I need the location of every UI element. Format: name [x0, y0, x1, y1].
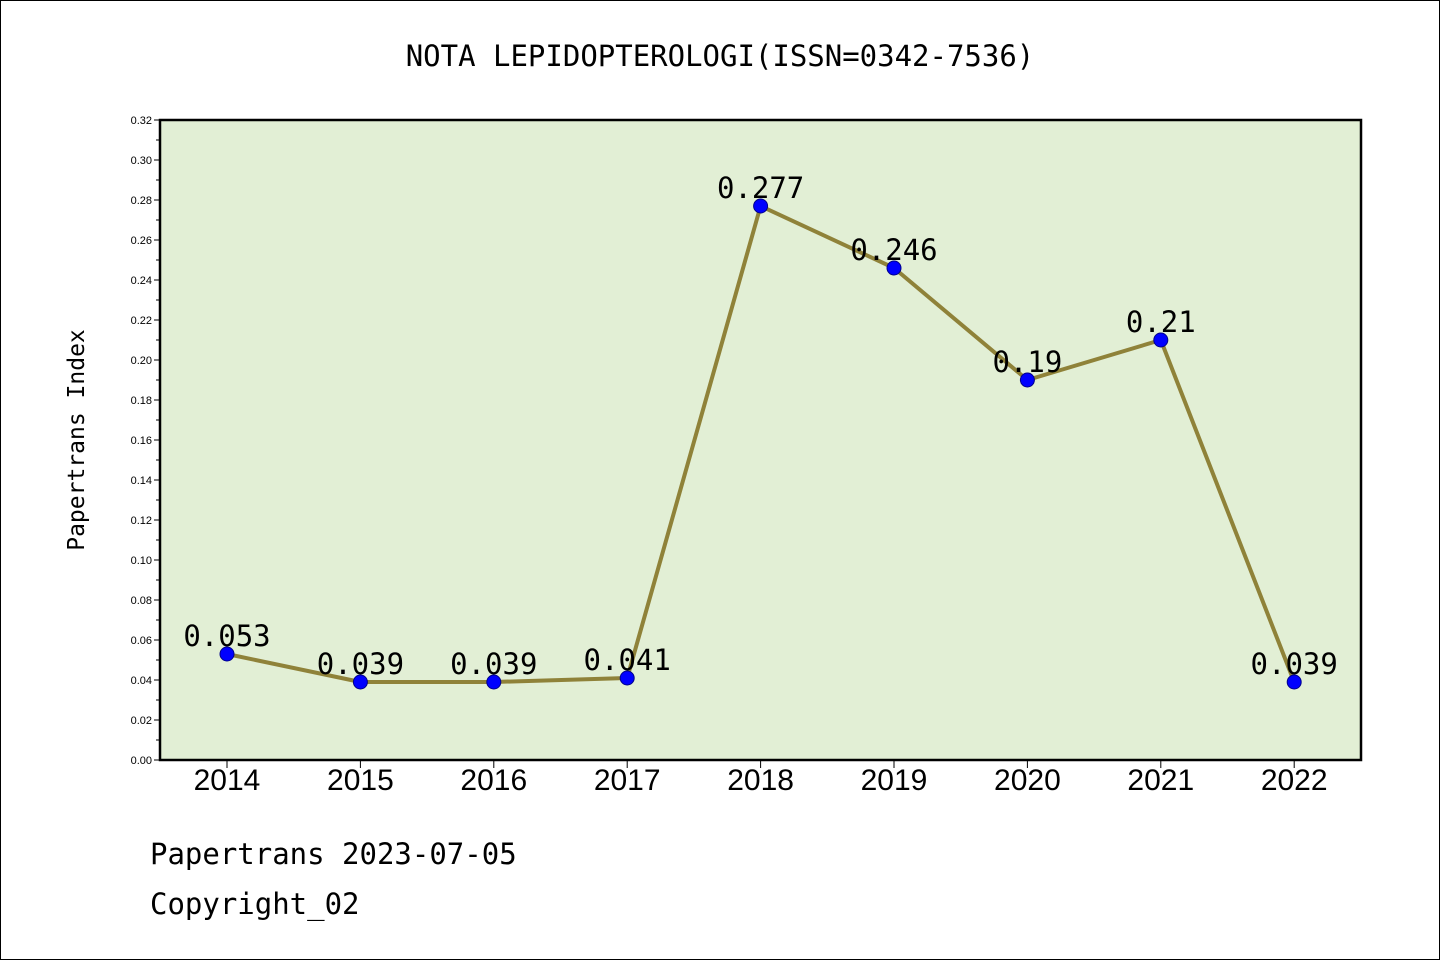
- footer-date: Papertrans 2023-07-05: [150, 837, 517, 871]
- y-axis-label: Papertrans Index: [64, 329, 90, 551]
- data-label: 0.21: [1126, 305, 1196, 339]
- y-tick-label: 0.32: [131, 115, 152, 127]
- y-tick-label: 0.20: [131, 355, 152, 367]
- y-tick-label: 0.10: [131, 555, 152, 567]
- data-label: 0.277: [717, 171, 804, 205]
- y-tick-label: 0.06: [131, 635, 152, 647]
- chart-title: NOTA LEPIDOPTEROLOGI(ISSN=0342-7536): [406, 39, 1035, 73]
- plot-border: [158, 118, 1363, 762]
- y-tick-label: 0.24: [131, 275, 152, 287]
- x-tick-label: 2018: [727, 764, 794, 797]
- x-tick-label: 2016: [460, 764, 527, 797]
- y-tick-label: 0.22: [131, 315, 152, 327]
- y-tick-label: 0.14: [131, 475, 152, 487]
- data-label: 0.039: [317, 647, 404, 681]
- data-point: [486, 674, 502, 690]
- y-tick-label: 0.08: [131, 595, 152, 607]
- y-tick-label: 0.12: [131, 515, 152, 527]
- x-tick-label: 2021: [1127, 764, 1194, 797]
- data-label: 0.039: [1251, 647, 1338, 681]
- y-tick-label: 0.18: [131, 395, 152, 407]
- data-point: [619, 670, 635, 686]
- data-label: 0.246: [850, 233, 937, 267]
- x-tick-label: 2020: [994, 764, 1061, 797]
- y-tick-label: 0.04: [131, 675, 152, 687]
- data-point: [352, 674, 368, 690]
- x-tick-label: 2019: [861, 764, 928, 797]
- data-point: [753, 198, 769, 214]
- data-point: [886, 260, 902, 276]
- data-point: [1286, 674, 1302, 690]
- data-point: [219, 646, 235, 662]
- data-labels: 0.053 0.039 0.039 0.041 0.277 0.246 0.19 0.21 0.…: [183, 171, 1338, 681]
- data-label: 0.041: [584, 643, 671, 677]
- x-tick-label: 2014: [194, 764, 261, 797]
- series-line-group: [219, 198, 1302, 690]
- y-tick-label: 0.00: [131, 755, 152, 767]
- x-tick-label: 2022: [1261, 764, 1328, 797]
- x-tick-label: 2015: [327, 764, 394, 797]
- y-axis: 0.00 0.02 0.04 0.06 0.08 0.10 0.12 0.14 0.16 0.18…: [131, 115, 160, 767]
- x-axis: 2014 2015 2016 2017 2018 2019 2020 2021 2022: [194, 760, 1328, 797]
- data-point: [1153, 332, 1169, 348]
- y-tick-label: 0.26: [131, 235, 152, 247]
- y-tick-label: 0.30: [131, 155, 152, 167]
- data-label: 0.19: [992, 345, 1062, 379]
- y-tick-label: 0.16: [131, 435, 152, 447]
- plot-area: [160, 120, 1361, 760]
- data-label: 0.039: [450, 647, 537, 681]
- x-tick-label: 2017: [594, 764, 661, 797]
- data-label: 0.053: [183, 619, 270, 653]
- y-tick-label: 0.02: [131, 715, 152, 727]
- y-tick-label: 0.28: [131, 195, 152, 207]
- footer-copyright: Copyright_02: [150, 887, 360, 922]
- data-point: [1019, 372, 1035, 388]
